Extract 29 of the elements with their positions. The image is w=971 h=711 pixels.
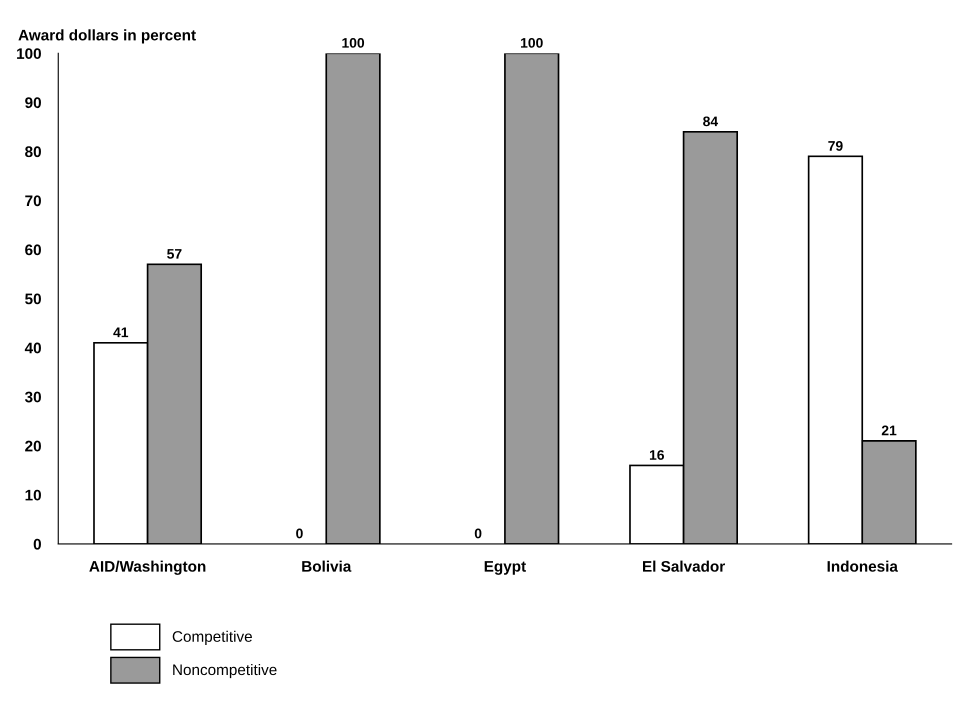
x-tick-label: Egypt [484, 561, 526, 575]
data-label: 100 [342, 38, 364, 48]
y-tick-label: 10 [26, 490, 41, 501]
y-tick-label: 40 [24, 342, 41, 354]
y-tick-label: 30 [24, 392, 41, 402]
x-tick-label: AID/Washington [89, 560, 206, 575]
y-axis-title: Award dollars in percent [18, 29, 196, 44]
data-label: 41 [113, 328, 128, 338]
data-label: 84 [703, 116, 718, 126]
data-label: 0 [474, 528, 482, 538]
data-label: 57 [167, 249, 182, 259]
legend-label: Competitive [172, 630, 252, 645]
x-tick-label: El Salvador [643, 560, 725, 572]
data-label: 16 [650, 450, 664, 460]
y-tick-label: 80 [25, 146, 41, 158]
y-tick-label: 50 [25, 293, 41, 304]
x-tick-label: Bolivia [302, 560, 352, 572]
y-tick-label: 70 [25, 195, 41, 206]
y-tick-label: 20 [25, 440, 41, 452]
x-tick-label: Indonesia [828, 560, 898, 572]
y-tick-label: 90 [25, 97, 41, 108]
data-label: 79 [828, 140, 843, 151]
y-tick-label: 0 [34, 538, 41, 550]
legend-label: Noncompetitive [173, 664, 277, 678]
y-tick-label: 100 [17, 48, 41, 60]
data-label: 21 [882, 426, 896, 436]
y-tick-label: 60 [25, 244, 41, 256]
data-label: 0 [296, 528, 303, 538]
data-label: 100 [521, 38, 543, 48]
